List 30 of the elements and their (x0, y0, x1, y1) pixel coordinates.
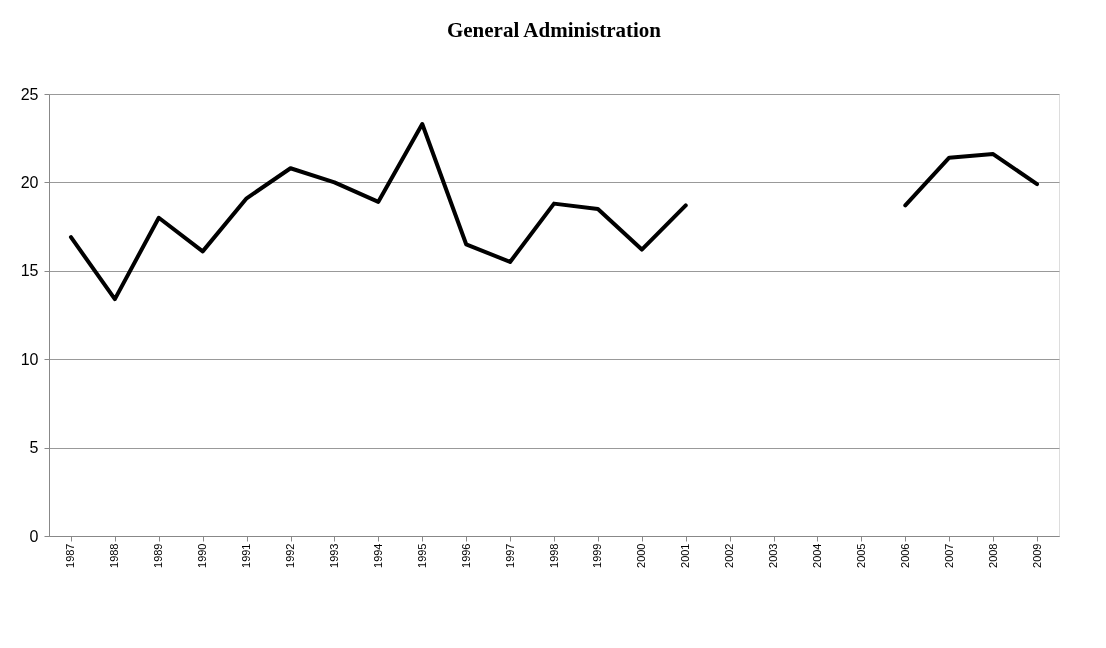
x-tick-label: 2002 (723, 543, 736, 568)
x-tick-label: 1990 (196, 543, 209, 568)
x-tick-label: 2001 (679, 543, 692, 568)
x-tick-label: 2006 (898, 543, 911, 568)
x-tick-label: 1996 (459, 543, 472, 568)
x-tick-label: 1994 (371, 543, 384, 568)
x-tick-label: 1993 (327, 543, 340, 568)
x-tick-label: 1989 (152, 543, 165, 568)
x-tick-label: 2007 (942, 543, 955, 568)
x-tick-label: 1987 (64, 543, 77, 568)
x-tick-label: 1988 (108, 543, 121, 568)
x-tick-label: 1992 (284, 543, 297, 568)
y-tick-label: 25 (20, 85, 39, 103)
x-tick-label: 2009 (1030, 543, 1043, 568)
y-tick-label: 20 (20, 173, 39, 191)
x-tick-label: 1999 (591, 543, 604, 568)
y-tick-label: 5 (29, 439, 39, 457)
x-tick-label: 2004 (810, 543, 823, 568)
x-tick-label: 2003 (767, 543, 780, 568)
chart-title: General Administration (446, 18, 662, 42)
x-tick-label: 2000 (635, 543, 648, 568)
x-tick-label: 1997 (503, 543, 516, 568)
y-tick-label: 0 (29, 527, 39, 545)
x-tick-label: 2005 (854, 543, 867, 568)
x-tick-label: 1998 (547, 543, 560, 568)
x-tick-label: 1991 (240, 543, 253, 568)
y-tick-label: 10 (20, 350, 39, 368)
x-tick-label: 1995 (415, 543, 428, 568)
y-tick-label: 15 (20, 262, 39, 280)
x-tick-label: 2008 (986, 543, 999, 568)
